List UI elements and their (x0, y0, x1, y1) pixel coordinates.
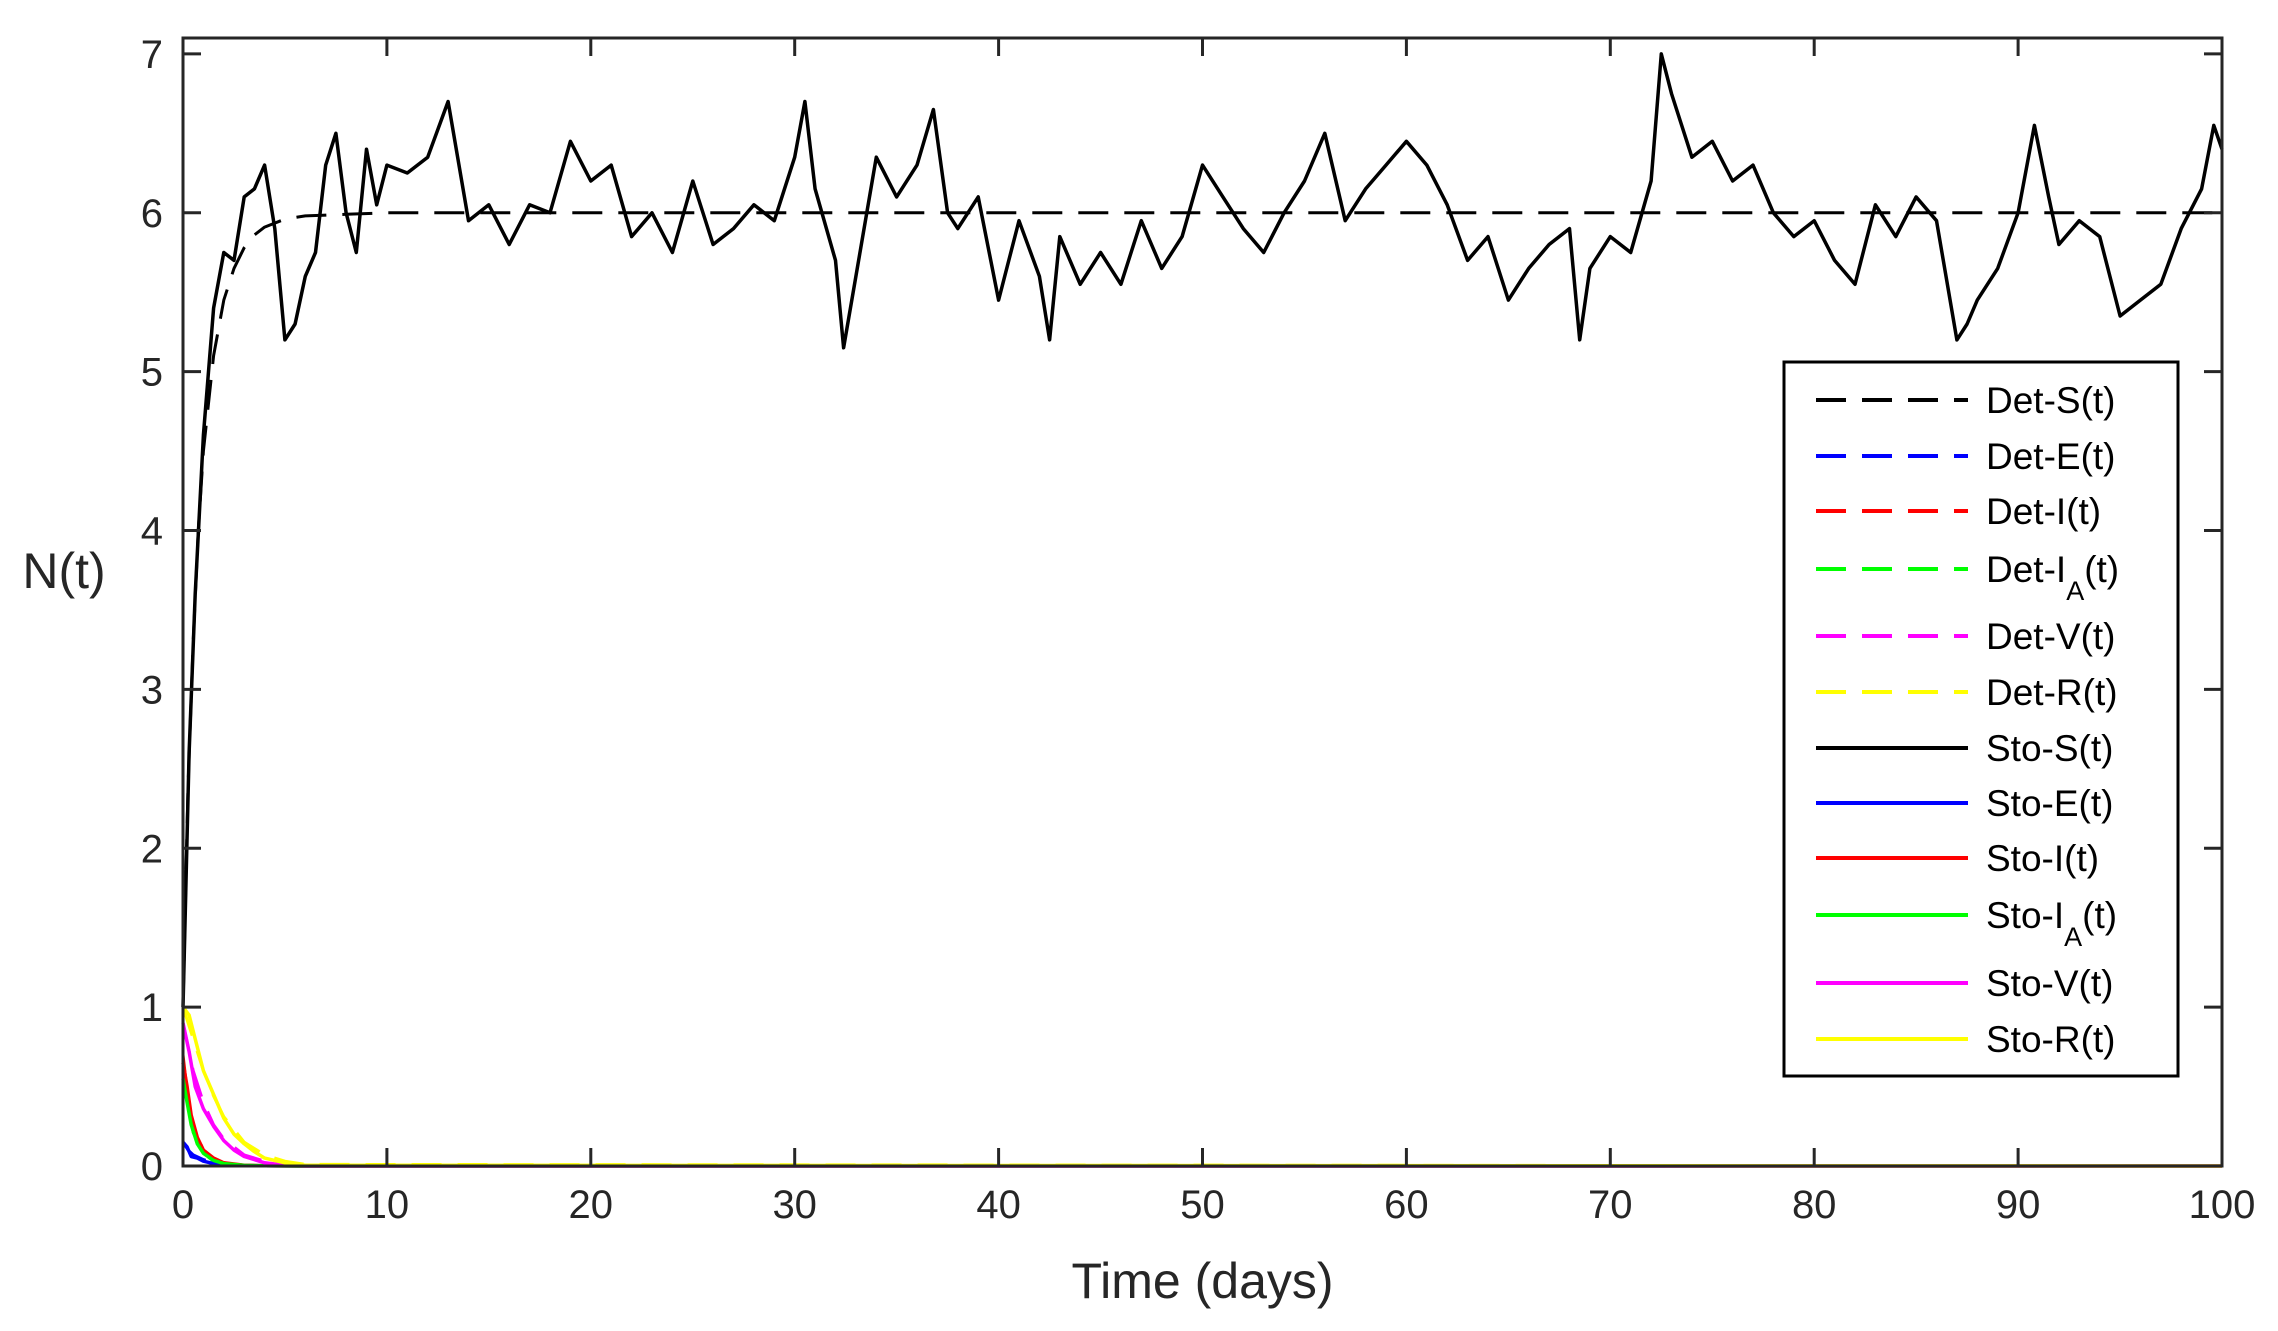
legend-label: Sto-IA(t) (1986, 895, 2117, 952)
legend-label: Sto-E(t) (1986, 783, 2113, 824)
y-tick-label: 6 (141, 192, 163, 236)
series-line-sto-s-t (181, 52, 2224, 1008)
x-tick-label: 10 (365, 1183, 410, 1227)
y-tick-label: 3 (141, 668, 163, 712)
x-tick-label: 70 (1588, 1183, 1633, 1227)
x-tick-label: 20 (569, 1183, 614, 1227)
x-tick-label: 0 (172, 1183, 194, 1227)
legend-label: Sto-V(t) (1986, 963, 2113, 1004)
y-tick-label: 5 (141, 351, 163, 395)
x-tick-label: 50 (1180, 1183, 1225, 1227)
legend-label: Det-E(t) (1986, 436, 2116, 477)
legend-label: Sto-R(t) (1986, 1019, 2116, 1060)
y-tick-label: 1 (141, 986, 163, 1030)
y-tick-label: 4 (141, 510, 163, 554)
x-tick-label: 30 (772, 1183, 817, 1227)
y-tick-label: 2 (141, 827, 163, 871)
legend: Det-S(t) Det-E(t) Det-I(t) Det-IA(t) Det-V(t… (1782, 360, 2180, 1078)
legend-label: Det-R(t) (1986, 672, 2118, 713)
legend-label: Det-S(t) (1986, 380, 2116, 421)
legend-box (1782, 360, 2180, 1078)
legend-label: Det-IA(t) (1986, 549, 2119, 606)
series-line-det-s-t (181, 211, 2222, 1008)
x-tick-label: 90 (1996, 1183, 2041, 1227)
series-line-sto-r-t (181, 1006, 2223, 1168)
legend-items: Det-S(t) Det-E(t) Det-I(t) Det-IA(t) Det-V(t… (1816, 380, 2119, 1060)
y-tick-label: 0 (141, 1145, 163, 1189)
legend-label: Sto-S(t) (1986, 728, 2113, 769)
legend-label: Det-V(t) (1986, 616, 2116, 657)
x-tick-label: 60 (1384, 1183, 1429, 1227)
ticks-layer: 0 10 20 30 40 50 60 70 80 90 100 0 1 2 3 4 5 6 7 (141, 33, 2256, 1227)
x-tick-label: 40 (976, 1183, 1021, 1227)
y-tick-label: 7 (141, 33, 163, 77)
x-axis-label: Time (days) (1071, 1253, 1333, 1309)
y-axis-label: N(t) (22, 543, 105, 599)
legend-label: Sto-I(t) (1986, 838, 2099, 879)
legend-label: Det-I(t) (1986, 491, 2101, 532)
x-tick-label: 80 (1792, 1183, 1837, 1227)
x-tick-label: 100 (2189, 1183, 2256, 1227)
